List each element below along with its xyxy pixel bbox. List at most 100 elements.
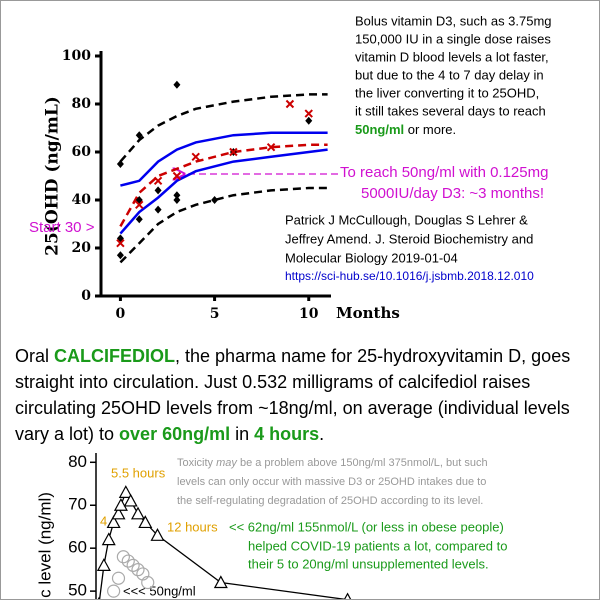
point (111, 571, 126, 585)
note-line: Bolus vitamin D3, such as 3.75mg (355, 13, 552, 28)
note-line: it still takes several days to reach (355, 103, 546, 118)
toxicity-part: Toxicity (177, 457, 216, 469)
citation-url[interactable]: https://sci-hub.se/10.1016/j.jsbmb.2018.… (285, 269, 534, 283)
highlight: over 60ng/ml (119, 424, 231, 444)
series-line (119, 93, 328, 163)
text: . (319, 424, 325, 444)
point (96, 558, 111, 571)
note-line: 150,000 IU in a single dose raises (355, 31, 551, 46)
note: Bolus vitamin D3, such as 3.75mg 150,000… (355, 13, 552, 137)
point (213, 575, 228, 589)
covid-line: their 5 to 20ng/ml unsupplemented levels… (248, 556, 489, 571)
x-tick-label: 10 (299, 306, 319, 322)
point (135, 215, 143, 224)
y-tick-label: 80 (68, 452, 87, 471)
point (135, 131, 143, 140)
text: in (230, 424, 255, 444)
point (211, 196, 219, 204)
citation-line: Molecular Biology 2019-01-04 (285, 250, 458, 265)
point (154, 186, 162, 195)
point (141, 575, 155, 590)
point (173, 196, 181, 204)
point (150, 528, 165, 541)
callout-line: 5000IU/day D3: ~3 months! (361, 185, 544, 202)
y-tick-label: 0 (81, 288, 91, 304)
callout-line: To reach 50ng/ml with 0.125mg (340, 164, 548, 181)
point (131, 563, 145, 577)
start-label: Start 30 > (29, 219, 95, 236)
citation-line: Patrick J McCullough, Douglas S Lehrer & (285, 212, 528, 227)
point (130, 506, 146, 520)
point (285, 99, 295, 109)
highlight: 4 hours (254, 424, 320, 444)
point (304, 109, 313, 118)
point (116, 160, 124, 168)
toxicity-part: be a problem above 150ng/ml 375nmol/L, b… (237, 457, 488, 469)
toxicity-part: may (216, 457, 238, 469)
y-tick-label: 60 (68, 538, 87, 557)
point (153, 176, 163, 186)
series-line (119, 148, 328, 235)
note-highlight: 50ng/ml (355, 122, 404, 137)
point (113, 497, 128, 511)
point (173, 191, 181, 200)
level-label: <<< 50ng/ml (123, 583, 196, 598)
late-label: 12 hours (167, 519, 218, 534)
y-tick-label: 80 (72, 96, 92, 112)
y-tick-label: 100 (62, 48, 91, 64)
y-axis-label: 25(OHD (ng/mL) (43, 96, 63, 256)
text: Oral (15, 346, 55, 366)
note-line: 50ng/ml or more. (355, 122, 456, 137)
point (107, 584, 121, 598)
citation: Patrick J McCullough, Douglas S Lehrer &… (285, 212, 534, 283)
series-line (119, 143, 328, 228)
y-tick-label: 50 (68, 581, 87, 599)
y-tick-label: 20 (72, 240, 92, 256)
toxicity-note: Toxicity may be a problem above 150ng/ml… (177, 457, 488, 507)
note-line: the liver converting it to 25OHD, (355, 85, 539, 100)
point (121, 554, 135, 568)
point (126, 558, 140, 572)
point (116, 550, 130, 564)
point (266, 142, 276, 152)
point (154, 205, 162, 214)
point (229, 147, 238, 157)
point (116, 251, 124, 260)
note-end: or more. (404, 122, 456, 137)
peak-label: 5.5 hours (111, 465, 166, 480)
series-line (119, 186, 328, 264)
x-axis-label: Months (336, 304, 400, 322)
toxicity-line: levels can only occur with massive D3 or… (177, 476, 486, 488)
point (173, 80, 181, 89)
point (118, 485, 133, 498)
note-line: vitamin D blood levels a lot faster, (355, 49, 549, 64)
citation-line: Jeffrey Amend. J. Steroid Biochemistry a… (285, 231, 533, 246)
point (106, 515, 121, 529)
x-tick-label: 0 (116, 306, 126, 322)
series-line (120, 131, 328, 187)
point (97, 596, 101, 599)
toxicity-line: the self-regulating degradation of 25OHD… (177, 495, 483, 507)
point (138, 515, 153, 529)
point (135, 200, 144, 210)
toxicity-line: Toxicity may be a problem above 150ng/ml… (177, 457, 488, 469)
covid-line: helped COVID-19 patients a lot, compared… (248, 538, 507, 553)
point (191, 152, 200, 162)
point (172, 171, 182, 181)
point (111, 506, 126, 520)
y-tick-label: 40 (72, 192, 92, 208)
early-label: 4 (100, 513, 107, 528)
x-tick-label: 5 (210, 306, 220, 322)
y-tick-label: 60 (72, 144, 92, 160)
y-tick-label: 70 (68, 495, 87, 514)
y-axis-label: matic level (ng/ml) (35, 492, 54, 599)
text: , the pharma name for 25-hydroxyvitamin … (15, 346, 571, 444)
point (305, 116, 313, 125)
note-line: but due to the 4 to 7 day delay in (355, 67, 544, 82)
point (343, 592, 352, 599)
covid-note: << 62ng/ml 155nmol/L (or less in obese p… (229, 519, 507, 571)
covid-line: << 62ng/ml 155nmol/L (or less in obese p… (229, 519, 504, 534)
point (123, 493, 138, 507)
